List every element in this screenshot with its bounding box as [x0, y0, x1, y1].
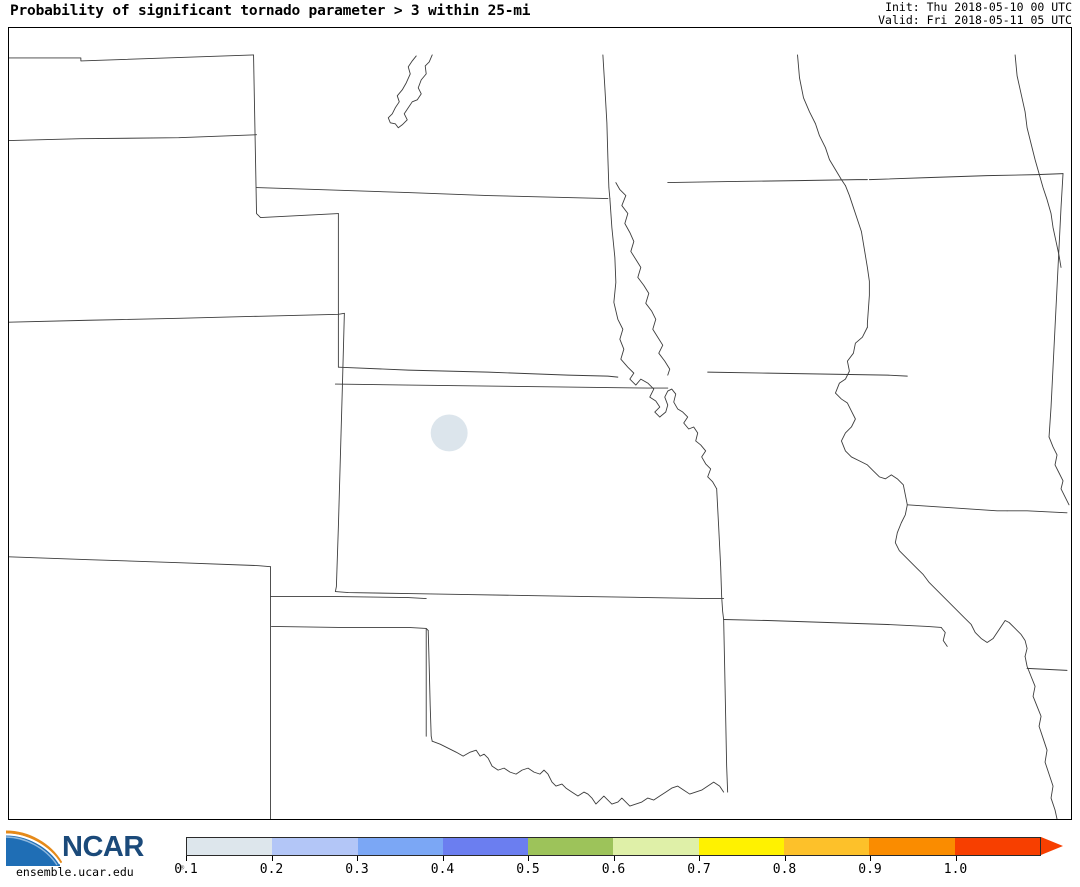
- colorbar-tick-label: 0.3: [345, 862, 369, 877]
- colorbar-tick-label: 0.1: [174, 862, 198, 877]
- forecast-timestamps: Init: Thu 2018-05-10 00 UTC Valid: Fri 2…: [878, 1, 1072, 26]
- colorbar-segment-0.5[interactable]: [528, 838, 614, 855]
- colorbar-tick-label: 0.9: [858, 862, 882, 877]
- page-title: Probability of significant tornado param…: [10, 3, 531, 19]
- colorbar-tick: [442, 856, 444, 861]
- colorbar-segment-0.7[interactable]: [698, 838, 785, 855]
- state-boundaries-layer: [9, 54, 1070, 819]
- map-panel[interactable]: [8, 27, 1072, 820]
- colorbar-segment-0.2[interactable]: [272, 838, 358, 855]
- colorbar-tick-label: 1.0: [943, 862, 968, 877]
- plot-footer: NCAR ensemble.ucar.edu ® 0.1 0.2 0.3 0.4 0.5…: [0, 820, 1080, 887]
- colorbar-tick-label: 0.5: [516, 862, 540, 877]
- colorbar-segment-0.8[interactable]: [784, 838, 870, 855]
- colorbar-tick-labels: 0.1 0.2 0.3 0.4 0.5 0.6 0.7 0.8 0.9 1.0: [174, 862, 1041, 880]
- colorbar-tick-label: 0.7: [687, 862, 711, 877]
- colorbar-over-arrow-icon: [1041, 837, 1063, 855]
- colorbar-tick: [186, 856, 187, 861]
- ncar-wordmark: NCAR: [62, 831, 144, 863]
- colorbar-tick: [955, 856, 957, 861]
- colorbar-segment-0.4[interactable]: [442, 838, 529, 855]
- init-timestamp: Init: Thu 2018-05-10 00 UTC: [885, 0, 1072, 14]
- colorbar-tick-label: 0.4: [430, 862, 455, 877]
- colorbar-tick-label: 0.6: [601, 862, 626, 877]
- colorbar-tick: [528, 856, 529, 861]
- ncar-url-label: ensemble.ucar.edu: [16, 865, 134, 879]
- map-canvas: [9, 54, 1070, 819]
- colorbar-tick: [613, 856, 615, 861]
- valid-timestamp: Valid: Fri 2018-05-11 05 UTC: [878, 12, 1072, 27]
- colorbar[interactable]: 0.1 0.2 0.3 0.4 0.5 0.6 0.7 0.8 0.9 1.0: [174, 837, 1070, 883]
- ncar-logo[interactable]: NCAR ensemble.ucar.edu ®: [4, 830, 184, 880]
- colorbar-tick-label: 0.8: [772, 862, 797, 877]
- colorbar-tick: [784, 856, 786, 861]
- probability-blob-nw-kansas: [430, 414, 468, 452]
- colorbar-tick: [357, 856, 358, 861]
- registered-mark: ®: [180, 864, 185, 872]
- colorbar-segment-0.6[interactable]: [613, 838, 699, 855]
- colorbar-tick: [271, 856, 273, 861]
- colorbar-segment-1[interactable]: [954, 838, 1040, 855]
- ncar-swoosh-icon: [5, 830, 62, 866]
- colorbar-tick: [870, 856, 871, 861]
- colorbar-segment-0.3[interactable]: [357, 838, 443, 855]
- colorbar-segment-0.9[interactable]: [869, 838, 955, 855]
- colorbar-segments[interactable]: [186, 837, 1041, 856]
- colorbar-tick-label: 0.2: [259, 862, 284, 877]
- plot-header: Probability of significant tornado param…: [0, 0, 1080, 27]
- colorbar-tick: [699, 856, 700, 861]
- probability-shading-layer: [430, 414, 468, 452]
- colorbar-ticks: [186, 856, 1041, 862]
- colorbar-segment-0.1[interactable]: [187, 838, 273, 855]
